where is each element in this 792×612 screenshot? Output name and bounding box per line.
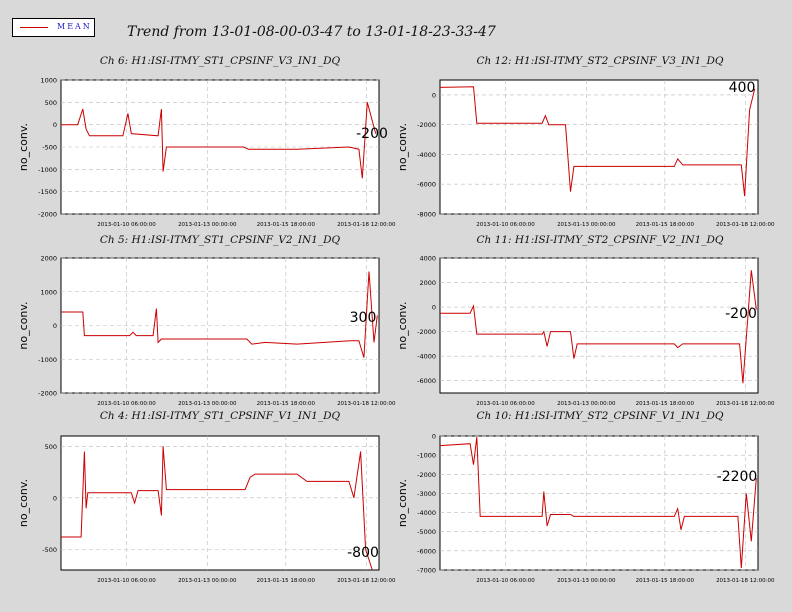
legend-label: MEAN xyxy=(57,22,92,31)
y-tick-label: -500 xyxy=(42,546,57,554)
x-tick-label: 2013-01-15 18:00:00 xyxy=(636,578,695,584)
page-title: Trend from 13-01-08-00-03-47 to 13-01-18… xyxy=(127,24,496,40)
plot-area xyxy=(439,435,759,571)
x-tick-label: 2013-01-18 12:00:00 xyxy=(337,222,396,228)
y-tick-label: -2000 xyxy=(38,390,57,398)
y-tick-label: 2000 xyxy=(419,279,436,287)
x-tick-label: 2013-01-13 00:00:00 xyxy=(557,401,616,407)
series-line xyxy=(439,436,757,569)
y-tick-label: -2000 xyxy=(417,121,436,129)
y-tick-label: -4000 xyxy=(417,509,436,517)
x-tick-label: 2013-01-10 06:00:00 xyxy=(476,401,535,407)
y-axis-label: no_conv. xyxy=(396,479,409,527)
chart-title: Ch 10: H1:ISI-ITMY_ST2_CPSINF_V1_IN1_DQ xyxy=(477,410,724,422)
y-tick-label: -2000 xyxy=(417,471,436,479)
x-tick-label: 2013-01-18 12:00:00 xyxy=(716,401,775,407)
y-tick-label: -1000 xyxy=(417,452,436,460)
x-tick-label: 2013-01-18 12:00:00 xyxy=(716,578,775,584)
series-line xyxy=(440,270,757,384)
value-annotation: -800 xyxy=(347,545,379,561)
y-tick-label: -6000 xyxy=(417,181,436,189)
y-axis-label: no_conv. xyxy=(17,301,30,349)
y-axis-label: no_conv. xyxy=(17,479,30,527)
legend: MEAN xyxy=(12,18,95,37)
y-tick-label: 0 xyxy=(53,322,57,330)
y-tick-label: 0 xyxy=(53,121,57,129)
y-tick-label: 0 xyxy=(432,304,436,312)
x-tick-label: 2013-01-18 12:00:00 xyxy=(337,578,396,584)
value-annotation: -200 xyxy=(356,126,388,142)
series-line xyxy=(61,271,378,358)
y-tick-label: -2000 xyxy=(417,328,436,336)
y-tick-label: -1000 xyxy=(38,356,57,364)
y-axis-label: no_conv. xyxy=(396,301,409,349)
series-line xyxy=(61,446,373,571)
x-tick-label: 2013-01-15 18:00:00 xyxy=(257,222,316,228)
x-tick-label: 2013-01-15 18:00:00 xyxy=(636,401,695,407)
y-tick-label: -6000 xyxy=(417,377,436,385)
y-tick-label: -6000 xyxy=(417,547,436,555)
y-tick-label: -1500 xyxy=(38,188,57,196)
y-tick-label: 1000 xyxy=(40,77,57,85)
plot-area xyxy=(439,257,759,394)
y-tick-label: -1000 xyxy=(38,166,57,174)
y-tick-label: 1000 xyxy=(40,288,57,296)
y-tick-label: -4000 xyxy=(417,353,436,361)
x-tick-label: 2013-01-13 00:00:00 xyxy=(178,222,237,228)
plot-area xyxy=(60,435,380,571)
x-tick-label: 2013-01-10 06:00:00 xyxy=(476,222,535,228)
y-tick-label: -3000 xyxy=(417,490,436,498)
x-tick-label: 2013-01-18 12:00:00 xyxy=(337,401,396,407)
x-tick-label: 2013-01-13 00:00:00 xyxy=(178,578,237,584)
x-tick-label: 2013-01-10 06:00:00 xyxy=(97,222,156,228)
x-tick-label: 2013-01-13 00:00:00 xyxy=(557,578,616,584)
x-tick-label: 2013-01-15 18:00:00 xyxy=(257,578,316,584)
x-tick-label: 2013-01-18 12:00:00 xyxy=(716,222,775,228)
y-axis-label: no_conv. xyxy=(17,123,30,171)
y-tick-label: -2000 xyxy=(38,211,57,219)
x-tick-label: 2013-01-10 06:00:00 xyxy=(97,401,156,407)
value-annotation: -2200 xyxy=(717,469,758,485)
legend-swatch xyxy=(20,27,48,28)
x-tick-label: 2013-01-13 00:00:00 xyxy=(178,401,237,407)
series-line xyxy=(61,102,377,179)
y-tick-label: -4000 xyxy=(417,151,436,159)
y-tick-label: 2000 xyxy=(40,255,57,263)
plot-area xyxy=(439,79,759,215)
x-tick-label: 2013-01-15 18:00:00 xyxy=(257,401,316,407)
series-line xyxy=(439,86,756,197)
value-annotation: 400 xyxy=(729,80,756,96)
x-tick-label: 2013-01-10 06:00:00 xyxy=(97,578,156,584)
y-tick-label: 500 xyxy=(45,99,57,107)
y-tick-label: 0 xyxy=(432,91,436,99)
y-tick-label: -8000 xyxy=(417,211,436,219)
chart-title: Ch 12: H1:ISI-ITMY_ST2_CPSINF_V3_IN1_DQ xyxy=(477,55,724,67)
value-annotation: -200 xyxy=(725,306,757,322)
y-tick-label: 500 xyxy=(45,443,57,451)
chart-title: Ch 6: H1:ISI-ITMY_ST1_CPSINF_V3_IN1_DQ xyxy=(100,55,341,67)
y-tick-label: -7000 xyxy=(417,567,436,575)
y-tick-label: 0 xyxy=(432,433,436,441)
chart-title: Ch 4: H1:ISI-ITMY_ST1_CPSINF_V1_IN1_DQ xyxy=(100,410,341,422)
y-tick-label: 4000 xyxy=(419,255,436,263)
x-tick-label: 2013-01-15 18:00:00 xyxy=(636,222,695,228)
plot-area xyxy=(60,257,380,394)
y-axis-label: no_conv. xyxy=(396,123,409,171)
chart-title: Ch 5: H1:ISI-ITMY_ST1_CPSINF_V2_IN1_DQ xyxy=(100,234,341,246)
chart-title: Ch 11: H1:ISI-ITMY_ST2_CPSINF_V2_IN1_DQ xyxy=(477,234,724,246)
y-tick-label: 0 xyxy=(53,494,57,502)
x-tick-label: 2013-01-10 06:00:00 xyxy=(476,578,535,584)
y-tick-label: -500 xyxy=(42,144,57,152)
x-tick-label: 2013-01-13 00:00:00 xyxy=(557,222,616,228)
value-annotation: 300 xyxy=(350,310,377,326)
y-tick-label: -5000 xyxy=(417,528,436,536)
